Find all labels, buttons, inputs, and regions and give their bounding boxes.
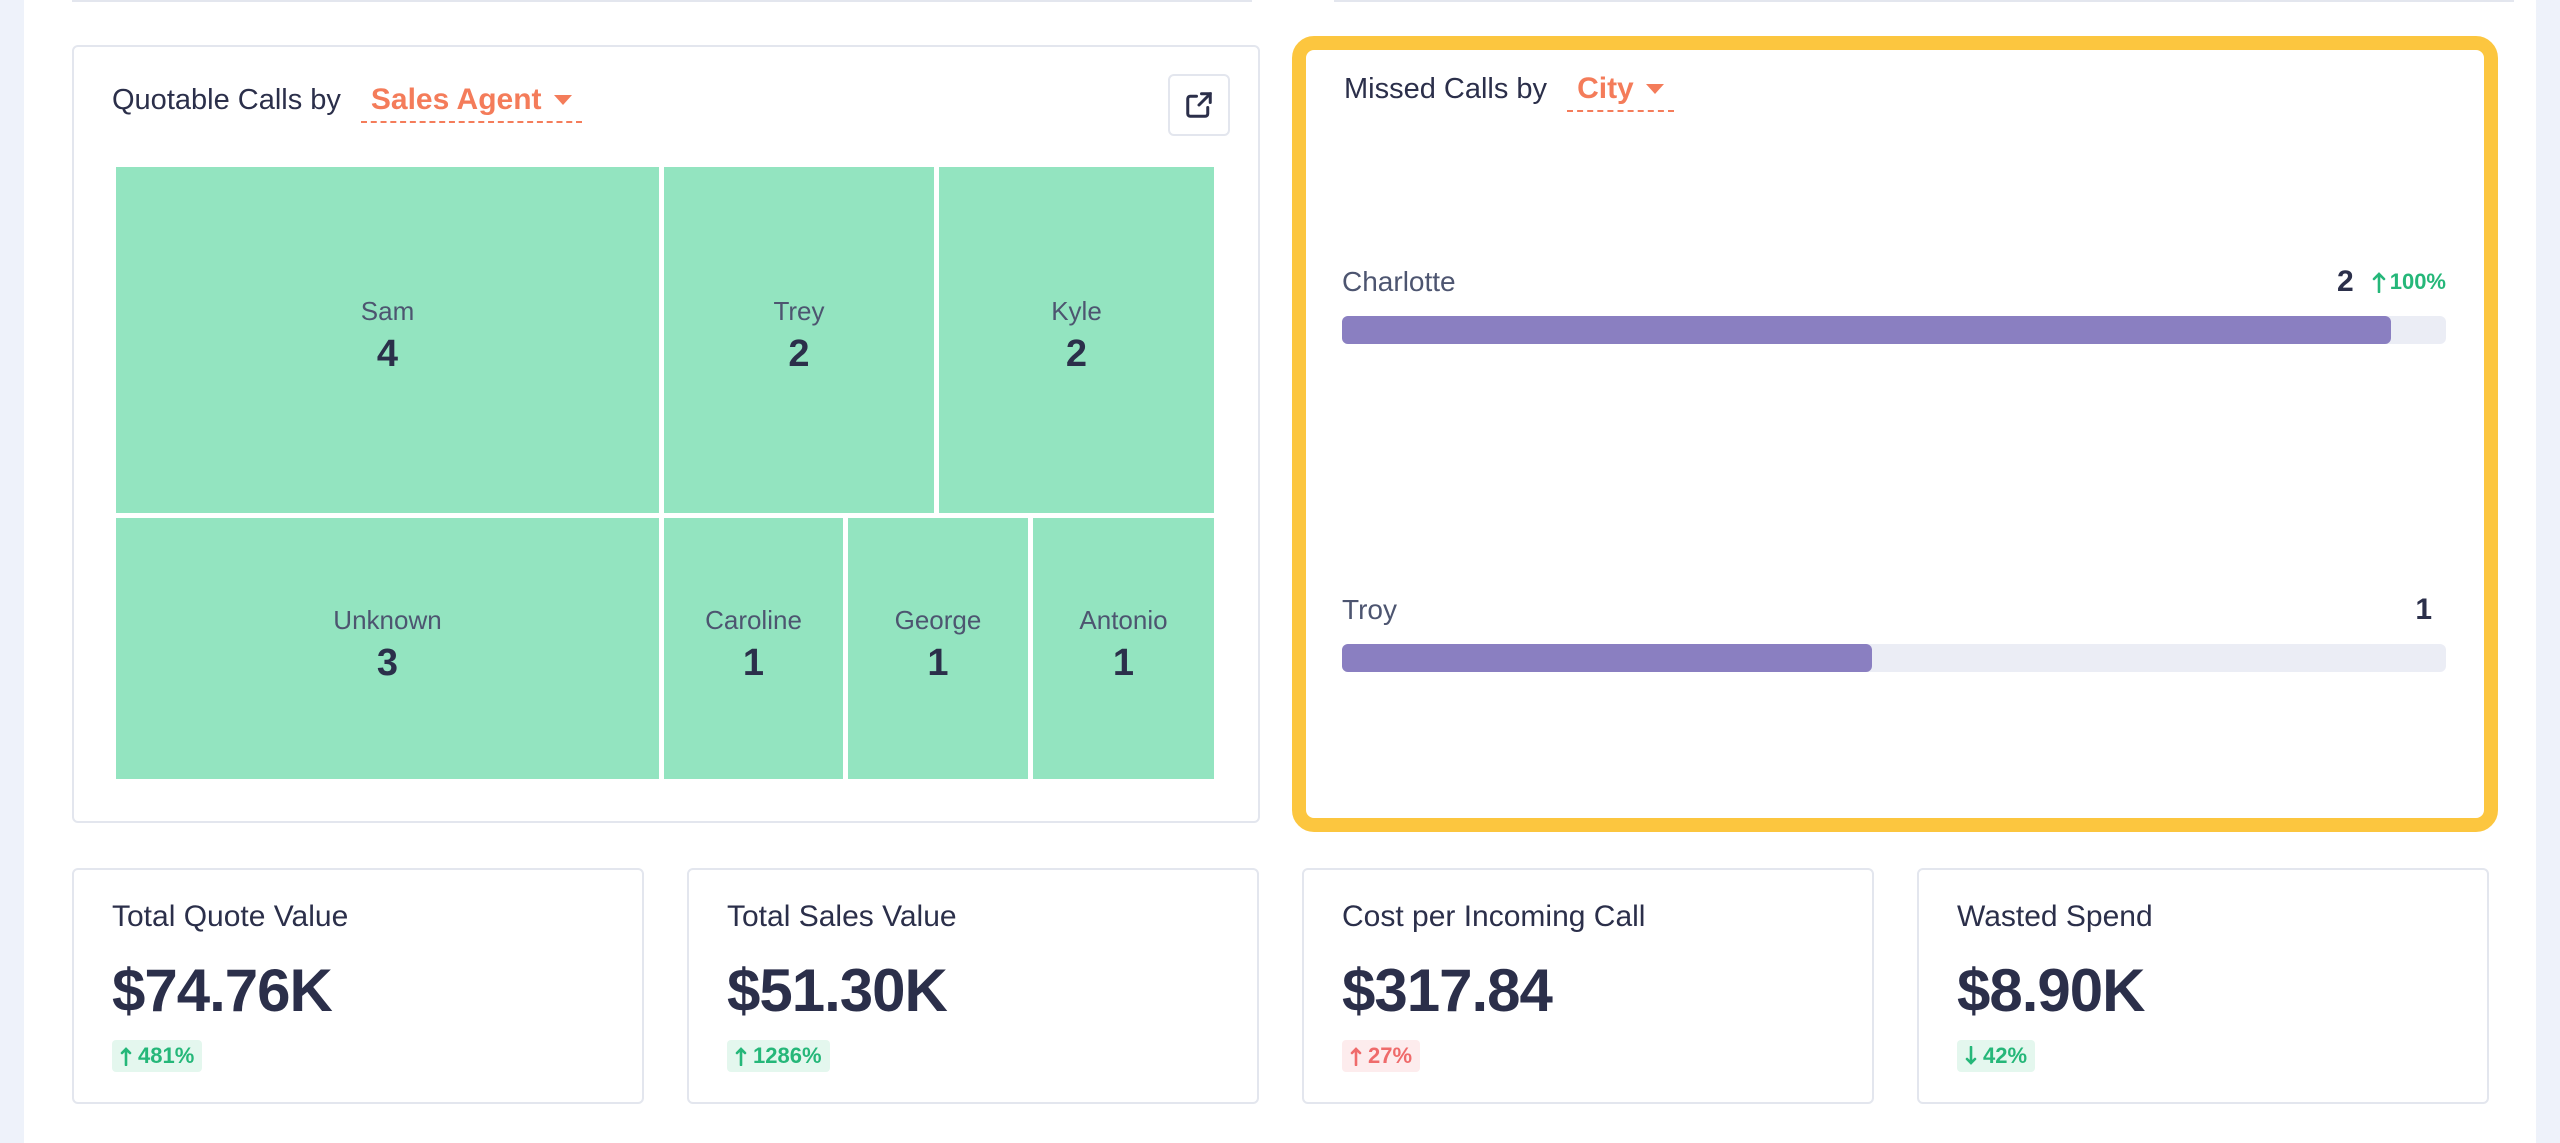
open-external-button[interactable] xyxy=(1168,74,1230,136)
card-title-label: Quotable Calls by xyxy=(112,84,341,116)
divider xyxy=(72,0,1252,2)
tile-value: 2 xyxy=(788,333,810,375)
caret-down-icon xyxy=(1645,84,1664,94)
kpi-change-badge: 1286% xyxy=(727,1040,830,1072)
tile-value: 2 xyxy=(1065,333,1088,375)
kpi-title: Wasted Spend xyxy=(1957,900,2153,933)
bar-label: Troy xyxy=(1342,594,1397,625)
dropdown-label: Sales Agent xyxy=(370,83,542,116)
tile-label: Unknown xyxy=(333,604,442,635)
treemap-chart: Sam 4 Trey 2 Kyle 2 Unknown 3 Caroline 1… xyxy=(116,167,1214,779)
bar-value: 1 xyxy=(2415,593,2432,626)
card-title: Quotable Calls by Sales Agent xyxy=(112,83,582,123)
bar-change-value: 100% xyxy=(2389,269,2446,294)
quotable-calls-card: Quotable Calls by Sales Agent Sam 4 Trey… xyxy=(72,45,1260,823)
kpi-title: Cost per Incoming Call xyxy=(1342,900,1646,933)
kpi-value: $8.90K xyxy=(1957,957,2145,1024)
tile-label: Kyle xyxy=(1051,296,1102,326)
missed-calls-card: Missed Calls by City xyxy=(1292,36,2498,832)
arrow-down-icon xyxy=(1965,1046,1977,1065)
kpi-card-total-quote-value[interactable]: Total Quote Value $74.76K 481% xyxy=(72,868,644,1104)
tile-value: 1 xyxy=(1112,641,1135,684)
kpi-change-value: 42% xyxy=(1983,1043,2028,1068)
card-title-label: Missed Calls by xyxy=(1344,73,1548,105)
bar-track xyxy=(1342,644,2446,672)
treemap-tile-trey[interactable]: Trey 2 xyxy=(664,167,934,513)
treemap-tile-caroline[interactable]: Caroline 1 xyxy=(664,518,843,779)
kpi-change-value: 1286% xyxy=(753,1043,822,1068)
treemap-tile-unknown[interactable]: Unknown 3 xyxy=(116,518,659,779)
treemap-tile-antonio[interactable]: Antonio 1 xyxy=(1033,518,1214,779)
tile-value: 1 xyxy=(742,641,765,684)
tile-label: Sam xyxy=(360,296,415,326)
bar-label: Charlotte xyxy=(1342,266,1456,297)
arrow-up-icon xyxy=(735,1047,747,1066)
tile-label: George xyxy=(894,604,982,635)
treemap-tile-george[interactable]: George 1 xyxy=(848,518,1028,779)
tile-value: 4 xyxy=(376,333,399,375)
kpi-change-badge: 481% xyxy=(112,1040,203,1072)
divider xyxy=(1334,0,2514,2)
kpi-card-cost-per-incoming-call[interactable]: Cost per Incoming Call $317.84 27% xyxy=(1302,868,1874,1104)
bar-row-charlotte[interactable]: Charlotte 2 100% xyxy=(1342,262,2446,344)
bar-fill xyxy=(1342,316,2391,344)
kpi-title: Total Sales Value xyxy=(727,900,957,933)
city-dropdown[interactable]: City xyxy=(1567,72,1674,112)
kpi-title: Total Quote Value xyxy=(112,900,349,933)
tile-label: Trey xyxy=(773,296,825,326)
bar-track xyxy=(1342,316,2446,344)
tile-label: Caroline xyxy=(705,604,802,635)
kpi-value: $74.76K xyxy=(112,957,333,1024)
external-link-icon xyxy=(1186,92,1212,118)
tile-value: 1 xyxy=(927,641,949,684)
kpi-change-value: 481% xyxy=(138,1043,195,1068)
kpi-change-value: 27% xyxy=(1368,1043,1413,1068)
kpi-value: $51.30K xyxy=(727,957,948,1024)
bar-value: 2 xyxy=(2337,265,2354,298)
sales-agent-dropdown[interactable]: Sales Agent xyxy=(360,83,582,123)
kpi-card-wasted-spend[interactable]: Wasted Spend $8.90K 42% xyxy=(1917,868,2489,1104)
treemap-tile-kyle[interactable]: Kyle 2 xyxy=(939,167,1214,513)
bar-row-troy[interactable]: Troy 1 xyxy=(1342,590,2446,672)
arrow-up-icon xyxy=(1350,1047,1362,1066)
tile-label: Antonio xyxy=(1079,604,1168,635)
arrow-up-icon xyxy=(120,1047,132,1066)
kpi-card-total-sales-value[interactable]: Total Sales Value $51.30K 1286% xyxy=(687,868,1259,1104)
bar-fill xyxy=(1342,644,1872,672)
tile-value: 3 xyxy=(376,641,399,684)
bar-change: 100% xyxy=(2372,269,2446,295)
treemap-tile-sam[interactable]: Sam 4 xyxy=(116,167,659,513)
caret-down-icon xyxy=(553,95,572,105)
card-title: Missed Calls by City xyxy=(1344,72,1674,112)
dropdown-label: City xyxy=(1577,72,1634,105)
arrow-up-icon xyxy=(2372,272,2386,293)
kpi-value: $317.84 xyxy=(1342,957,1553,1024)
kpi-change-badge: 27% xyxy=(1342,1040,1421,1072)
kpi-change-badge: 42% xyxy=(1957,1040,2036,1072)
